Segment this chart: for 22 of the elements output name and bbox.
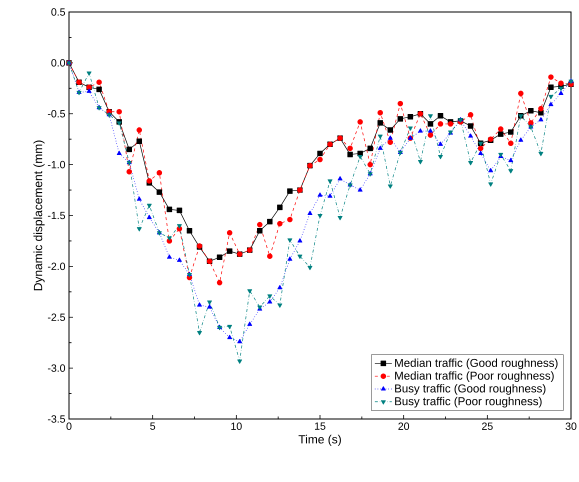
legend-label: Median traffic (Good roughness) <box>395 358 558 370</box>
x-tick-label: 20 <box>398 422 410 430</box>
x-tick-label: 0 <box>66 422 72 430</box>
legend-label: Busy traffic (Good roughness) <box>395 384 546 395</box>
x-tick-label: 10 <box>231 422 242 430</box>
x-tick-label: 30 <box>566 422 576 430</box>
y-axis-title: Dynamic displacement (mm) <box>33 140 45 290</box>
y-tick-label: -3.5 <box>48 415 66 423</box>
y-tick-label: -2.5 <box>48 314 66 321</box>
y-tick-label: 0.5 <box>51 8 66 16</box>
y-tick-label: 0.0 <box>51 59 66 67</box>
x-tick-label: 15 <box>314 422 326 430</box>
legend-label: Median traffic (Poor roughness) <box>395 371 554 382</box>
y-tick-label: -1.0 <box>48 160 66 168</box>
x-tick-label: 5 <box>150 422 156 430</box>
y-tick-label: -0.5 <box>48 110 66 118</box>
x-tick-label: 25 <box>482 422 493 430</box>
y-tick-label: -3.0 <box>48 364 66 372</box>
y-tick-label: -1.5 <box>48 212 66 220</box>
x-axis-title: Time (s) <box>298 434 341 446</box>
legend-label: Busy traffic (Poor roughness) <box>395 396 542 408</box>
y-tick-label: -2.0 <box>48 262 66 270</box>
